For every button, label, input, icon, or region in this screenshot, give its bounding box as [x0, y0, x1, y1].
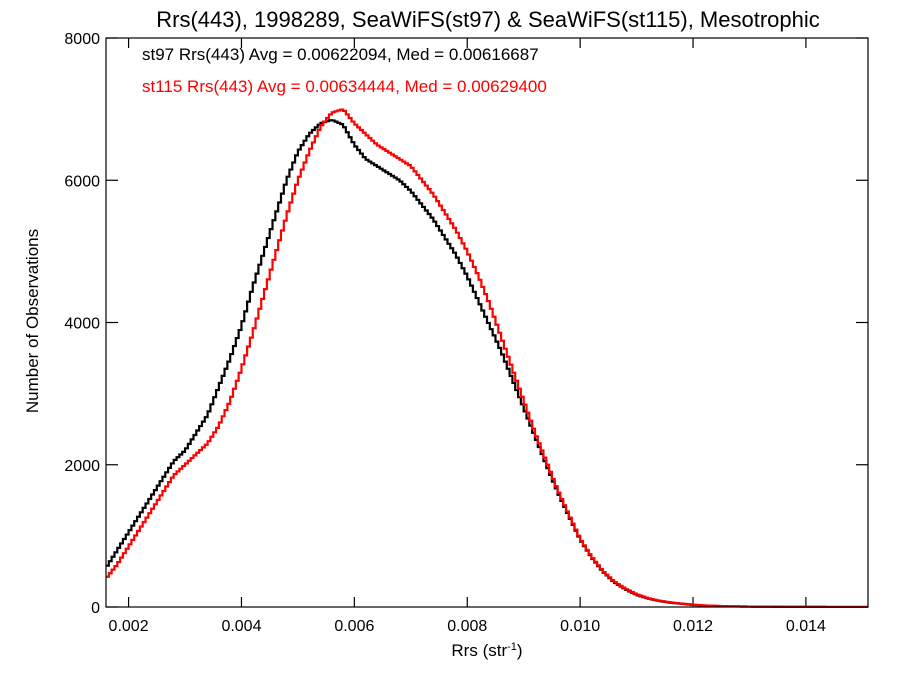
x-axis-label-superscript: -1: [507, 641, 517, 653]
tick-labels: 0.002 0.004 0.006 0.008 0.010 0.012 0.014 0 2000…: [64, 31, 826, 635]
y-tick-label: 8000: [64, 31, 100, 48]
x-tick-label: 0.008: [447, 618, 487, 635]
series-st115: [106, 108, 868, 609]
x-tick-label: 0.010: [560, 618, 600, 635]
x-tick-label: 0.004: [221, 618, 261, 635]
y-tick-label: 4000: [64, 316, 100, 333]
y-tick-label: 2000: [64, 458, 100, 475]
annotation-st115: st115 Rrs(443) Avg = 0.00634444, Med = 0…: [142, 77, 547, 96]
chart-title: Rrs(443), 1998289, SeaWiFS(st97) & SeaWi…: [156, 7, 820, 32]
y-tick-label: 6000: [64, 173, 100, 190]
series-st97: [106, 119, 868, 609]
x-tick-label: 0.014: [786, 618, 826, 635]
y-tick-label: 0: [91, 600, 100, 617]
x-tick-label: 0.002: [109, 618, 149, 635]
plot-frame: [105, 37, 869, 608]
x-axis-label: Rrs (str-1): [451, 641, 522, 660]
series-layer: [106, 108, 868, 609]
x-tick-label: 0.006: [334, 618, 374, 635]
annotation-st97: st97 Rrs(443) Avg = 0.00622094, Med = 0.…: [142, 45, 539, 64]
x-tick-label: 0.012: [673, 618, 713, 635]
y-axis-label: Number of Observations: [23, 229, 42, 413]
